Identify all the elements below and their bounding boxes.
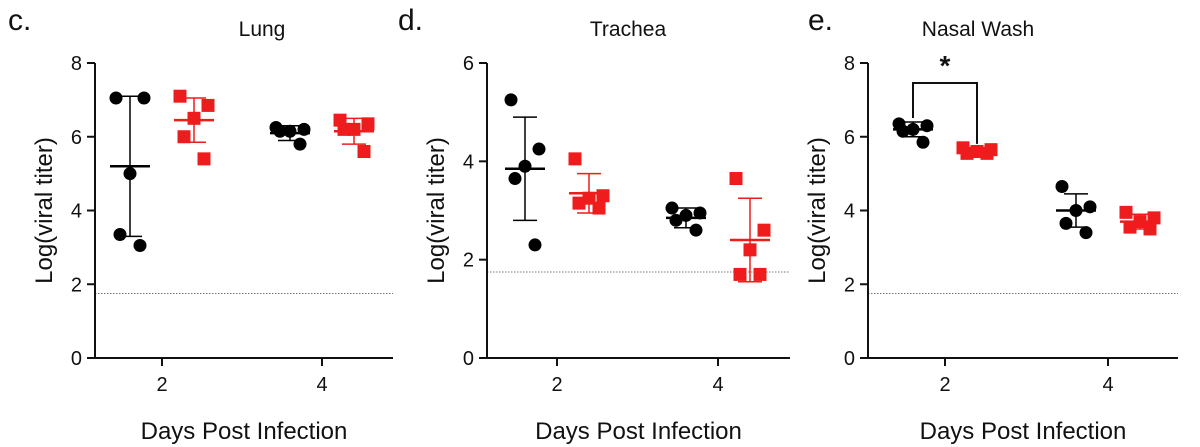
data-point [283,124,297,138]
y-axis-label: Log(viral titer) [423,137,450,284]
data-point [504,93,518,107]
panel-label: e. [808,4,833,37]
data-point [273,124,287,138]
data-point [582,191,596,205]
data-point [757,223,771,237]
data-point [970,145,984,158]
y-tick-label: 8 [844,53,855,75]
data-point [1055,180,1069,194]
y-tick-label: 0 [71,348,82,370]
data-point [173,89,187,103]
chart-title: Trachea [590,18,667,41]
data-point [896,124,910,138]
data-point [729,172,743,186]
data-point [1119,205,1133,219]
x-tick-label: 4 [316,374,327,396]
data-point [177,130,191,144]
data-point [665,201,679,215]
data-point [980,146,994,160]
y-tick-label: 4 [71,201,82,223]
data-point [528,238,542,252]
data-point [532,142,546,156]
data-point [113,227,127,241]
panel-label: c. [8,4,31,37]
data-point [357,145,371,158]
data-point [689,223,703,237]
x-axis-label: Days Post Infection [920,418,1127,445]
data-point [337,122,351,136]
y-tick-label: 6 [844,127,855,149]
data-point [347,122,361,136]
data-point [137,91,151,105]
data-point [693,206,707,220]
data-point [293,137,307,151]
data-point [916,135,930,149]
x-tick-label: 2 [939,374,950,396]
data-point [1123,220,1137,234]
data-point [1069,204,1083,217]
data-point [1133,215,1147,229]
data-point [753,267,767,281]
significance-label: * [940,50,951,81]
data-point [679,208,693,222]
data-point [361,117,375,131]
data-point [568,152,582,166]
data-point [518,159,532,173]
data-point [669,213,683,227]
data-point [187,111,201,125]
data-point [1059,216,1073,230]
x-tick-label: 2 [551,374,562,396]
chart-title: Lung [239,18,286,41]
data-point [1083,200,1097,214]
y-tick-label: 6 [71,127,82,149]
data-point [123,167,137,181]
y-tick-label: 2 [463,250,474,272]
x-axis-label: Days Post Infection [535,418,742,445]
y-tick-label: 0 [463,348,474,370]
data-point [197,152,211,166]
data-point [508,172,522,186]
data-point [960,146,974,160]
data-point [297,122,311,136]
data-point [201,98,215,112]
data-point [596,189,610,203]
significance-bracket [912,82,978,144]
data-point [743,243,757,257]
data-point [572,196,586,210]
y-tick-label: 2 [71,274,82,296]
y-axis-label: Log(viral titer) [31,137,58,284]
panel-label: d. [398,4,423,37]
data-point [592,201,606,215]
data-point [920,119,934,133]
y-tick-label: 4 [463,151,474,173]
y-axis-label: Log(viral titer) [804,137,831,284]
y-tick-label: 0 [844,348,855,370]
x-tick-label: 4 [1102,374,1113,396]
data-point [1143,222,1157,236]
y-tick-label: 8 [71,53,82,75]
x-tick-label: 2 [156,374,167,396]
x-tick-label: 4 [712,374,723,396]
data-point [1147,211,1161,225]
data-point [733,267,747,281]
data-point [1079,226,1093,240]
y-tick-label: 2 [844,274,855,296]
data-point [906,122,920,136]
data-point [133,239,147,253]
data-point [109,91,123,105]
x-axis-label: Days Post Infection [141,418,348,445]
y-tick-label: 4 [844,201,855,223]
chart-title: Nasal Wash [922,18,1034,41]
y-tick-label: 6 [463,53,474,75]
